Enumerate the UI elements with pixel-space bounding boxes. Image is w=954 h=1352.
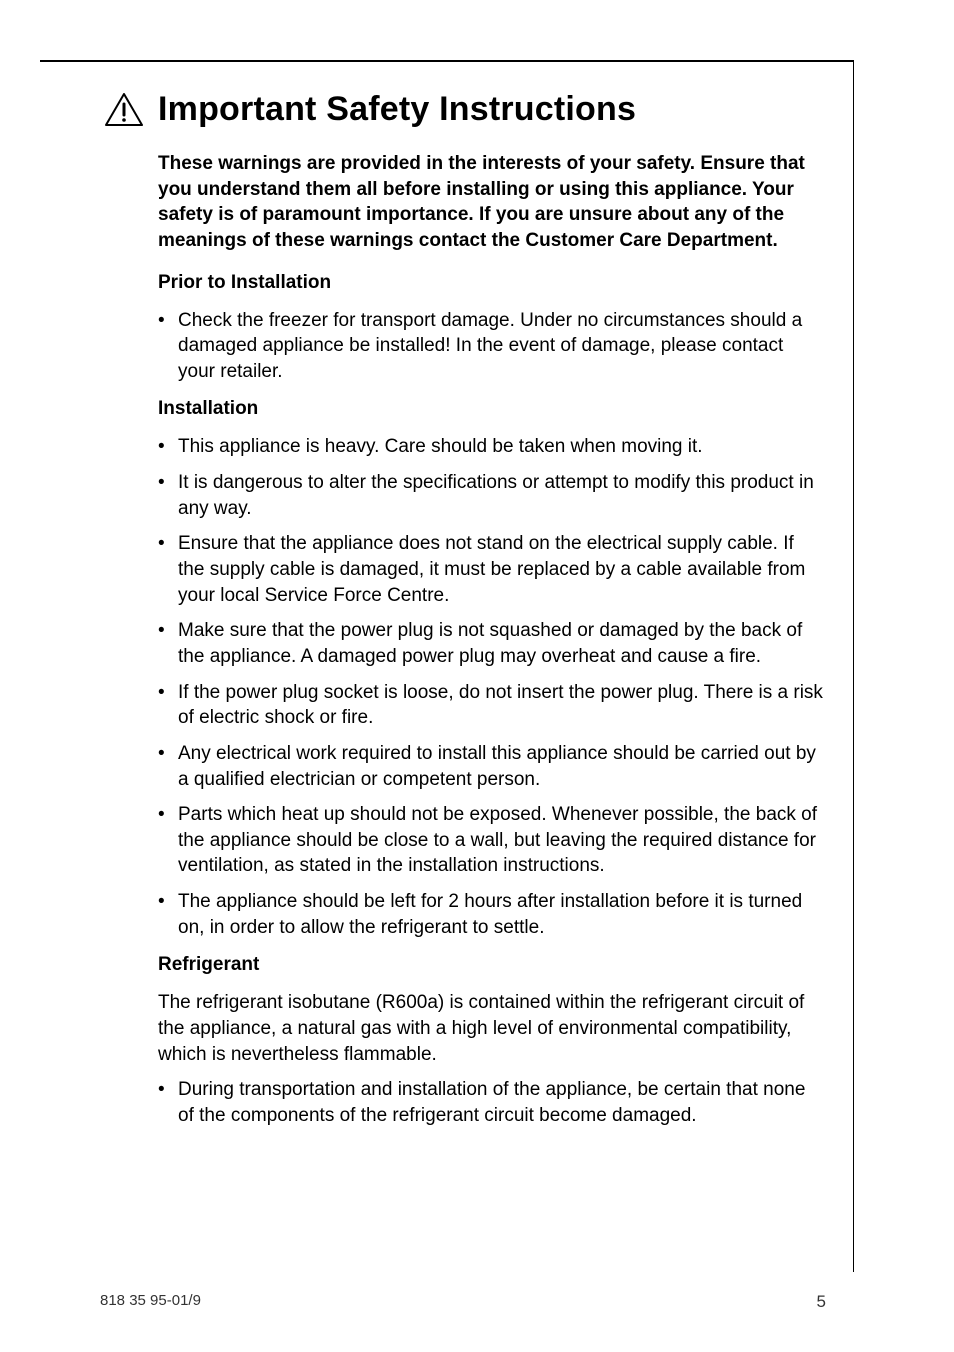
footer-document-code: 818 35 95-01/9	[100, 1292, 201, 1312]
section-title-refrigerant: Refrigerant	[158, 954, 823, 976]
list-item: Check the freezer for transport damage. …	[100, 308, 823, 385]
refrigerant-paragraph: The refrigerant isobutane (R600a) is con…	[158, 990, 823, 1067]
list-item: It is dangerous to alter the specificati…	[100, 470, 823, 521]
list-item: Make sure that the power plug is not squ…	[100, 618, 823, 669]
list-item: This appliance is heavy. Care should be …	[100, 434, 823, 460]
section-title-installation: Installation	[158, 398, 823, 420]
content-area: Important Safety Instructions These warn…	[100, 60, 853, 1129]
warning-triangle-icon	[104, 92, 144, 128]
intro-paragraph: These warnings are provided in the inter…	[158, 151, 823, 254]
section-title-prior: Prior to Installation	[158, 272, 823, 294]
list-item: Ensure that the appliance does not stand…	[100, 531, 823, 608]
list-item: Parts which heat up should not be expose…	[100, 802, 823, 879]
list-item: During transportation and installation o…	[100, 1077, 823, 1128]
page-title: Important Safety Instructions	[158, 90, 636, 129]
page-frame: Important Safety Instructions These warn…	[100, 60, 854, 1272]
list-item: The appliance should be left for 2 hours…	[100, 889, 823, 940]
list-item: Any electrical work required to install …	[100, 741, 823, 792]
footer-page-number: 5	[817, 1292, 854, 1312]
title-row: Important Safety Instructions	[104, 90, 823, 129]
page-footer: 818 35 95-01/9 5	[100, 1292, 854, 1312]
list-item: If the power plug socket is loose, do no…	[100, 680, 823, 731]
